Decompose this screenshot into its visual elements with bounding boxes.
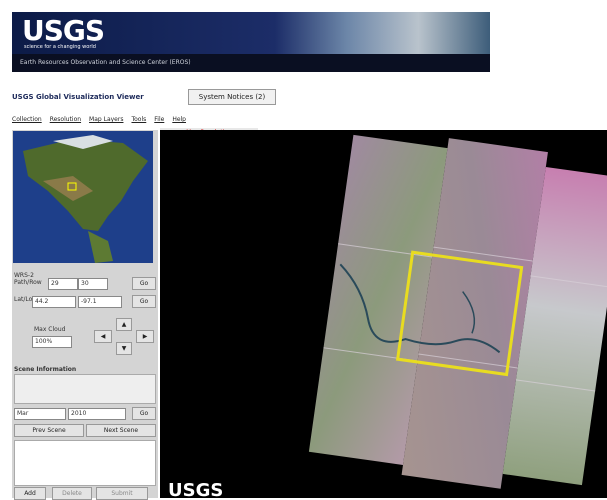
- delete-button[interactable]: Delete: [52, 487, 92, 500]
- row-input[interactable]: 30: [78, 278, 108, 290]
- map-view[interactable]: USGS: [160, 130, 607, 498]
- scene-info-box: [14, 374, 156, 404]
- add-button[interactable]: Add: [14, 487, 46, 500]
- go-button[interactable]: Go: [132, 277, 156, 290]
- next-scene-button[interactable]: Next Scene: [86, 424, 156, 437]
- submit-button[interactable]: Submit: [96, 487, 148, 500]
- banner: USGS science for a changing world Earth …: [12, 12, 490, 72]
- logo: USGS: [22, 14, 105, 47]
- menu-bar: Collection Resolution Map Layers Tools File H…: [12, 116, 262, 126]
- overview-map[interactable]: [13, 131, 153, 263]
- pan-left[interactable]: ◀: [94, 330, 112, 343]
- menu-item[interactable]: Help: [172, 116, 186, 123]
- lat-input[interactable]: 44.2: [32, 296, 76, 308]
- menu-item[interactable]: Map Layers: [89, 116, 124, 123]
- go-button[interactable]: Go: [132, 407, 156, 420]
- menu-item[interactable]: File: [154, 116, 165, 123]
- notices-button[interactable]: System Notices (2): [188, 89, 276, 105]
- pan-up[interactable]: ▲: [116, 318, 132, 331]
- path-input[interactable]: 29: [48, 278, 78, 290]
- menu-item[interactable]: Resolution: [49, 116, 82, 123]
- scene-list: [14, 440, 156, 486]
- app-title: USGS Global Visualization Viewer: [12, 93, 144, 101]
- max-cloud-select[interactable]: 100%: [32, 336, 72, 348]
- month-select[interactable]: Mar: [14, 408, 66, 420]
- tagline: science for a changing world: [24, 44, 96, 50]
- pan-down[interactable]: ▼: [116, 342, 132, 355]
- map-logo: USGS: [168, 480, 223, 498]
- long-input[interactable]: -97.1: [78, 296, 122, 308]
- menu-item[interactable]: Tools: [131, 116, 147, 123]
- menu-item[interactable]: Collection: [12, 116, 42, 123]
- center-bar: Earth Resources Observation and Science …: [12, 54, 490, 72]
- year-select[interactable]: 2010: [68, 408, 126, 420]
- path-row-label: WRS-2 Path/Row: [14, 272, 42, 286]
- go-button[interactable]: Go: [132, 295, 156, 308]
- latlong-label: Lat/Long: [14, 296, 40, 303]
- prev-scene-button[interactable]: Prev Scene: [14, 424, 84, 437]
- scene-info-label: Scene Information: [14, 366, 77, 373]
- center-name: Earth Resources Observation and Science …: [20, 59, 191, 66]
- pan-right[interactable]: ▶: [136, 330, 154, 343]
- left-panel: WRS-2 Path/Row 29 30 Go Lat/Long 44.2 -9…: [12, 130, 158, 500]
- max-cloud-label: Max Cloud: [34, 326, 66, 333]
